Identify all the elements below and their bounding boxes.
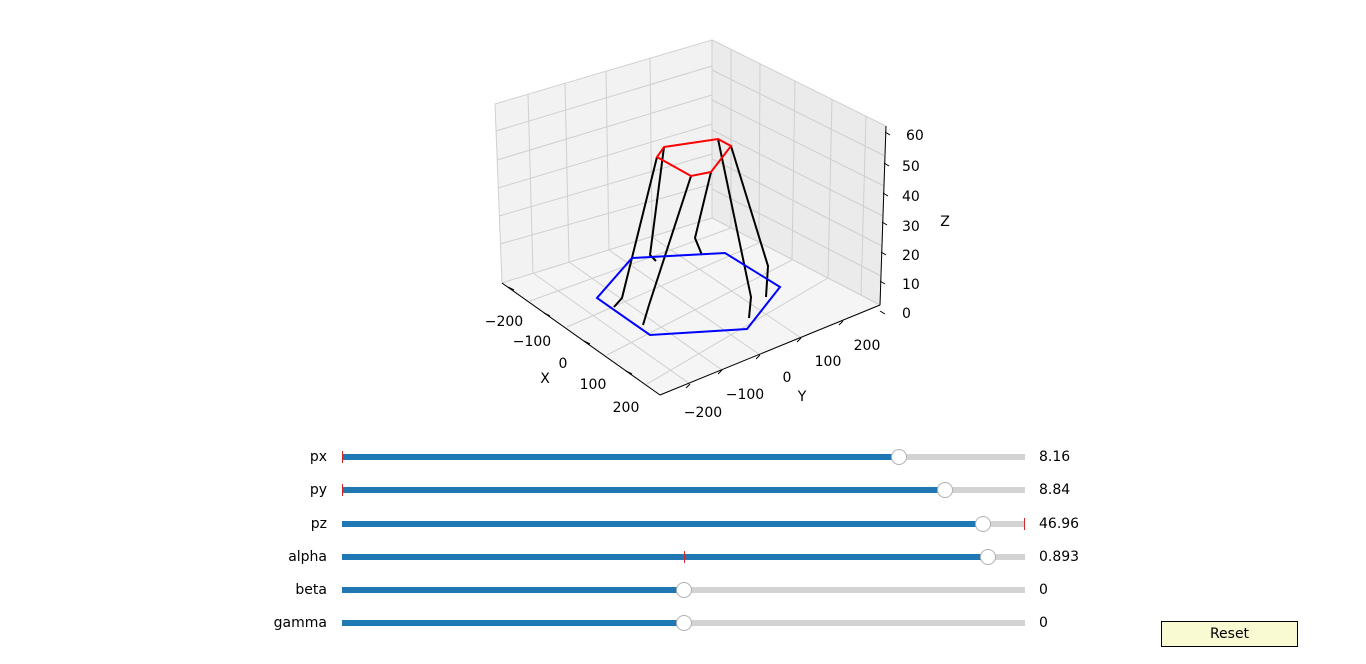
slider-handle[interactable] xyxy=(676,615,692,631)
slider-beta: beta 0 xyxy=(0,578,1366,602)
y-tick-label: −200 xyxy=(684,405,722,421)
x-tick-label: 200 xyxy=(613,400,640,416)
y-tick-labels: −200 −100 0 100 200 xyxy=(684,338,881,421)
slider-track[interactable] xyxy=(342,482,1025,498)
slider-label: px xyxy=(309,449,327,465)
robot-3d-plot[interactable]: −200 −100 0 100 200 X −200 −100 0 100 20… xyxy=(0,0,1366,430)
slider-fill xyxy=(342,554,988,560)
robot-legs xyxy=(613,138,770,326)
slider-gamma: gamma 0 xyxy=(0,611,1366,635)
x-tick-label: 100 xyxy=(580,377,607,393)
slider-alpha: alpha 0.893 xyxy=(0,545,1366,569)
axis-lines xyxy=(501,125,887,396)
y-tick-label: 200 xyxy=(854,338,881,354)
z-tick-label: 50 xyxy=(902,159,920,175)
slider-handle[interactable] xyxy=(891,449,907,465)
x-tick-label: −200 xyxy=(485,314,523,330)
slider-fill xyxy=(342,587,684,593)
slider-track[interactable] xyxy=(342,615,1025,631)
slider-fill xyxy=(342,487,945,493)
platform-hexagon xyxy=(655,137,733,178)
slider-label: gamma xyxy=(273,615,327,631)
slider-initial-marker xyxy=(342,484,343,496)
y-tick-label: 100 xyxy=(815,354,842,370)
slider-track[interactable] xyxy=(342,549,1025,565)
slider-value: 46.96 xyxy=(1039,516,1080,532)
z-tick-label: 40 xyxy=(902,189,920,205)
y-tick-label: −100 xyxy=(726,387,764,403)
z-tick-label: 0 xyxy=(902,306,911,322)
y-axis-label: Y xyxy=(797,389,807,405)
slider-fill xyxy=(342,454,899,460)
slider-px: px 8.16 xyxy=(0,445,1366,469)
z-tick-label: 10 xyxy=(902,277,920,293)
z-tick-label: 20 xyxy=(902,248,920,264)
slider-value: 0.893 xyxy=(1039,549,1080,565)
slider-pz: pz 46.96 xyxy=(0,512,1366,536)
reset-button[interactable]: Reset xyxy=(1161,621,1298,647)
x-tick-label: 0 xyxy=(559,356,568,372)
slider-initial-marker xyxy=(342,451,343,463)
y-tick-label: 0 xyxy=(783,370,792,386)
slider-value: 8.84 xyxy=(1039,482,1071,498)
z-tick-label: 30 xyxy=(902,219,920,235)
slider-initial-marker xyxy=(1024,518,1025,530)
slider-handle[interactable] xyxy=(676,582,692,598)
base-hexagon xyxy=(595,251,782,337)
z-tick-labels: 0 10 20 30 40 50 60 xyxy=(902,128,924,322)
slider-handle[interactable] xyxy=(975,516,991,532)
slider-py: py 8.84 xyxy=(0,478,1366,502)
slider-label: beta xyxy=(295,582,327,598)
slider-label: pz xyxy=(310,516,327,532)
x-axis-label: X xyxy=(540,371,550,387)
x-tick-labels: −200 −100 0 100 200 xyxy=(485,314,640,416)
tick-marks xyxy=(507,131,891,389)
slider-handle[interactable] xyxy=(980,549,996,565)
slider-value: 0 xyxy=(1039,615,1048,631)
slider-initial-marker xyxy=(684,551,685,563)
slider-value: 8.16 xyxy=(1039,449,1071,465)
slider-track[interactable] xyxy=(342,582,1025,598)
slider-track[interactable] xyxy=(342,449,1025,465)
slider-handle[interactable] xyxy=(937,482,953,498)
slider-fill xyxy=(342,620,684,626)
slider-track[interactable] xyxy=(342,516,1025,532)
x-tick-label: −100 xyxy=(513,334,551,350)
slider-label: py xyxy=(309,482,327,498)
slider-fill xyxy=(342,521,983,527)
slider-label: alpha xyxy=(288,549,327,565)
z-tick-label: 60 xyxy=(906,128,924,144)
z-axis-label: Z xyxy=(940,214,950,230)
slider-value: 0 xyxy=(1039,582,1048,598)
